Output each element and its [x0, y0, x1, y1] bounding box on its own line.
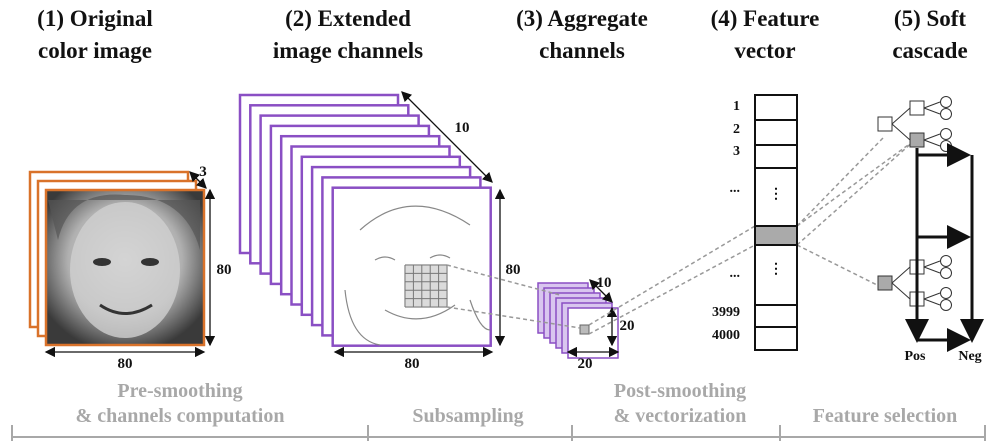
vector [755, 95, 797, 350]
step-label: & vectorization [614, 405, 747, 427]
stage-title: (1) Original [37, 6, 153, 31]
edge [924, 134, 940, 140]
leaf [941, 268, 952, 279]
leaf [941, 109, 952, 120]
stage-title: (2) Extended [285, 6, 411, 31]
vector-label: ... [730, 181, 741, 196]
edge [892, 283, 910, 299]
edge [924, 261, 940, 267]
cascade-neg: Neg [958, 349, 981, 364]
vector-label: ... [730, 266, 741, 281]
cascade-dots: ⋮ [910, 194, 924, 209]
stage-title: image channels [273, 38, 423, 63]
cell [580, 325, 589, 334]
stage-title: (3) Aggregate [516, 6, 648, 31]
dimension-label: 80 [217, 262, 232, 278]
dimension-label: 3 [199, 164, 207, 180]
step-label: & channels computation [76, 405, 285, 427]
aggregate-layer [568, 308, 618, 358]
edge [892, 108, 910, 124]
edge [924, 299, 940, 305]
vector-dots: ⋮ [769, 187, 783, 202]
leaf [941, 129, 952, 140]
leaf [941, 256, 952, 267]
edge [924, 108, 940, 114]
connector [797, 140, 915, 226]
vector-label: 2 [733, 122, 740, 137]
stage-title: channels [539, 38, 625, 63]
stage-title: (5) Soft [894, 6, 967, 31]
dimension-label: 80 [405, 356, 420, 372]
step-label: Feature selection [813, 405, 958, 427]
node [878, 276, 892, 290]
connector [797, 140, 915, 245]
edge [924, 102, 940, 108]
leaf [941, 300, 952, 311]
cascade-pos: Pos [905, 349, 927, 364]
step-label: Post-smoothing [614, 380, 746, 402]
edge [924, 140, 940, 146]
selected-cell [755, 226, 797, 245]
vector-label: 1 [733, 99, 740, 114]
dimension-label: 20 [620, 318, 635, 334]
step-label: Pre-smoothing [117, 380, 242, 402]
stage-title: color image [38, 38, 152, 63]
dimension-label: 10 [597, 275, 612, 291]
face [70, 202, 180, 338]
node [910, 133, 924, 147]
stage-title: cascade [892, 38, 967, 63]
edge [892, 124, 910, 140]
vector-label: 3 [733, 144, 740, 159]
eye [141, 258, 159, 266]
edge [924, 267, 940, 273]
vector-label: 3999 [712, 305, 740, 320]
step-label: Subsampling [412, 405, 523, 427]
dimension-label: 10 [455, 120, 470, 136]
vector-label: 4000 [712, 328, 740, 343]
vector-dots: ⋮ [769, 262, 783, 277]
leaf [941, 97, 952, 108]
stage-title: (4) Feature [711, 6, 820, 31]
dimension-label: 20 [578, 356, 593, 372]
grid-fill [405, 265, 447, 307]
edge [924, 293, 940, 299]
eye [93, 258, 111, 266]
leaf [941, 288, 952, 299]
dimension-label: 80 [506, 262, 521, 278]
edge [892, 267, 910, 283]
leaf [941, 141, 952, 152]
diagram: (1) Original color image (2) Extended image… [0, 0, 997, 441]
connector [589, 245, 755, 334]
stage-title: vector [734, 38, 795, 63]
node [878, 117, 892, 131]
connector [797, 138, 883, 226]
node [910, 101, 924, 115]
connector [797, 245, 883, 288]
dimension-label: 80 [118, 356, 133, 372]
